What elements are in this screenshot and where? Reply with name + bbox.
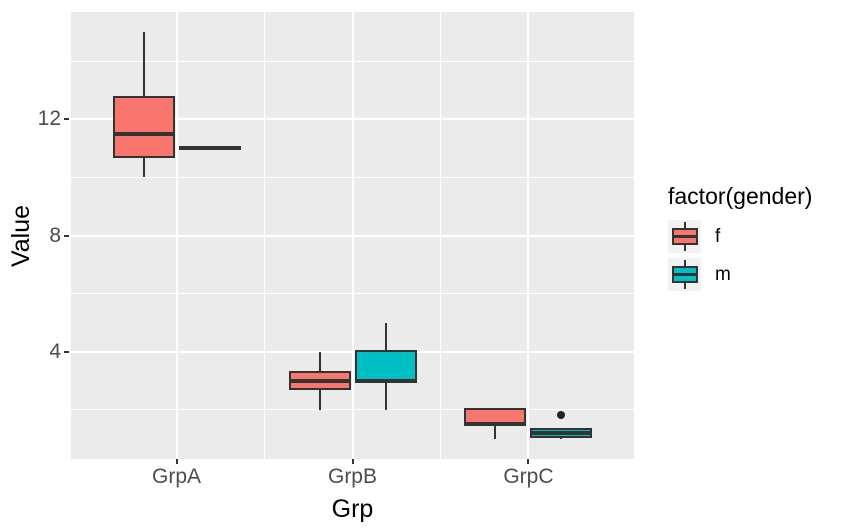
median-box-m-GrpA	[178, 146, 241, 151]
whisker-lower-box-f-GrpC	[494, 424, 497, 439]
legend-label: m	[715, 264, 731, 285]
x-tick-label: GrpB	[327, 465, 377, 488]
legend-key-median-icon	[673, 273, 696, 276]
x-tick-mark	[175, 459, 178, 464]
legend-label: f	[715, 226, 721, 247]
median-box-m-GrpB	[354, 378, 417, 383]
legend-key-m	[668, 258, 701, 291]
legend-key-f	[668, 220, 701, 253]
legend-item-m: m	[668, 258, 812, 291]
whisker-lower-box-m-GrpB	[384, 380, 387, 410]
gridline-minor-x	[439, 12, 442, 459]
legend-key-median-icon	[673, 235, 696, 238]
median-box-f-GrpB	[288, 378, 351, 383]
y-tick-label: 12	[37, 107, 61, 131]
whisker-lower-box-f-GrpB	[318, 387, 321, 410]
y-tick-mark	[64, 118, 69, 121]
x-tick-label: GrpA	[152, 465, 202, 488]
gridline-major-x	[175, 12, 178, 459]
y-tick-label: 8	[49, 223, 61, 247]
median-box-m-GrpC	[530, 430, 593, 435]
whisker-upper-box-m-GrpB	[384, 322, 387, 352]
y-tick-mark	[64, 350, 69, 353]
whisker-upper-box-f-GrpA	[142, 32, 145, 98]
legend-item-f: f	[668, 220, 812, 253]
gridline-minor-x	[263, 12, 266, 459]
x-tick-mark	[351, 459, 354, 464]
outlier-box-m-GrpC	[557, 411, 566, 420]
y-tick-label: 4	[49, 339, 61, 363]
box-f-GrpA	[112, 95, 175, 158]
plot-panel	[71, 12, 634, 459]
median-box-f-GrpA	[112, 131, 175, 136]
median-box-f-GrpC	[464, 422, 527, 427]
whisker-upper-box-f-GrpB	[318, 351, 321, 374]
x-tick-label: GrpC	[503, 465, 554, 488]
gridline-major-x	[527, 12, 530, 459]
whisker-lower-box-f-GrpA	[142, 155, 145, 178]
legend-title: factor(gender)	[668, 183, 813, 209]
gridline-major-x	[351, 12, 354, 459]
y-tick-mark	[64, 234, 69, 237]
x-axis-title: Grp	[331, 495, 374, 523]
x-tick-mark	[527, 459, 530, 464]
